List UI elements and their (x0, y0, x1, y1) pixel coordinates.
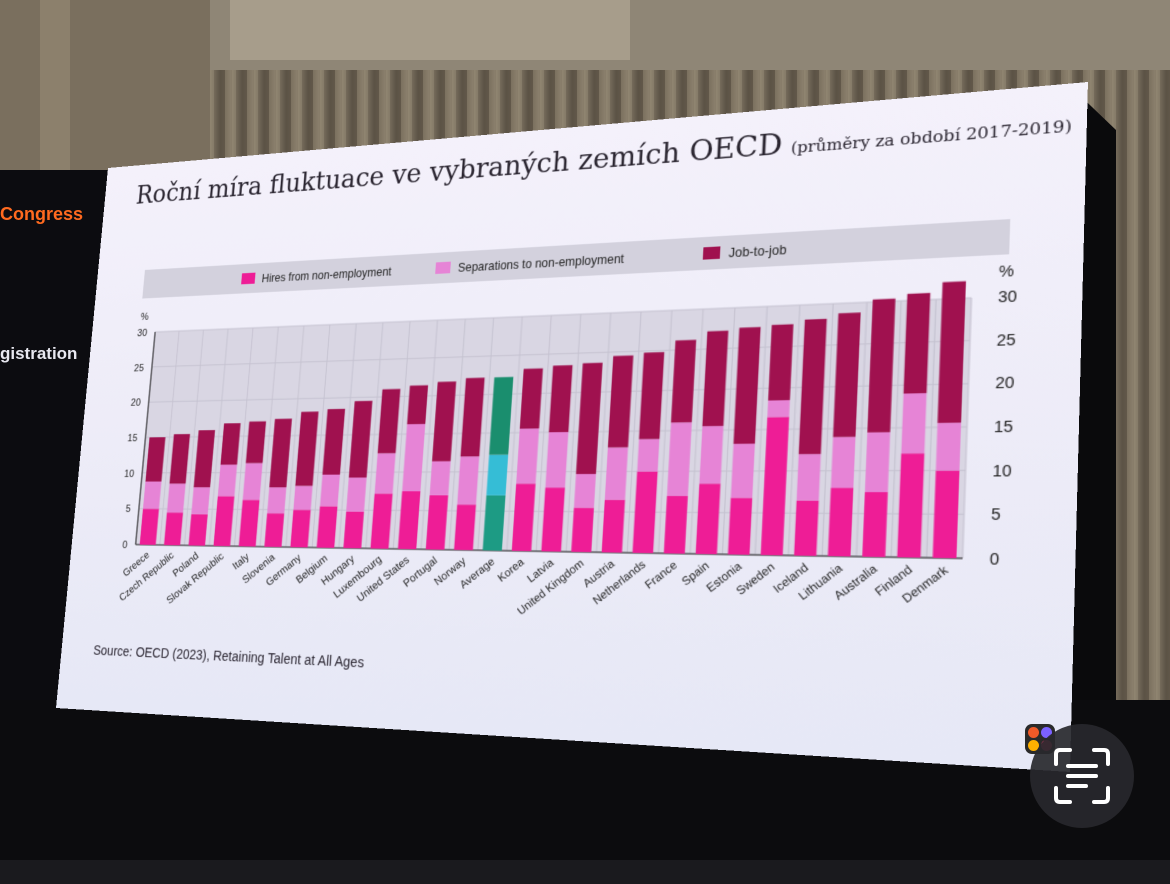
y-tick-label-right: 30 (998, 289, 1018, 306)
bar-segment-separations (516, 428, 539, 483)
bar-segment-separations (936, 423, 961, 471)
bar-segment-separations (430, 461, 451, 495)
bar-segment-hires (862, 492, 888, 557)
y-tick-label-right: 15 (994, 419, 1014, 436)
y-tick-label-left: 30 (137, 327, 148, 339)
y-tick-label-left: 5 (125, 503, 131, 514)
bar-segment-separations (243, 463, 263, 500)
bar-segment-job-to-job (246, 421, 266, 463)
side-panel-congress-text: Congress (0, 204, 83, 225)
y-tick-label-right: 0 (989, 552, 999, 569)
y-tick-label-right: 10 (992, 463, 1012, 480)
bar-segment-hires (483, 495, 506, 550)
bar-segment-separations (574, 474, 596, 508)
scan-text-icon (1030, 724, 1134, 828)
bar-segment-separations (218, 465, 237, 496)
x-tick-label: Italy (230, 550, 251, 572)
y-axis-unit-left: % (140, 311, 149, 322)
turnover-bar-chart: 005 510 101515202025253030%%GreeceCzech Re… (56, 82, 1088, 772)
bar-segment-separations (605, 447, 628, 499)
bar-segment-separations (767, 400, 790, 417)
x-tick-label: France (642, 558, 679, 591)
bar-segment-hires (189, 514, 208, 546)
bar-segment-separations (797, 454, 821, 501)
bar-segment-separations (457, 456, 479, 504)
bar-segment-separations (320, 475, 340, 507)
bar-segment-separations (637, 439, 659, 472)
bar-segment-hires (164, 512, 183, 545)
bar-segment-separations (865, 432, 890, 492)
bar-segment-separations (375, 453, 396, 493)
bar-segment-separations (545, 432, 568, 488)
bar-segment-hires (317, 506, 338, 548)
bar-segment-hires (794, 500, 819, 555)
y-tick-label-left: 20 (130, 397, 141, 408)
bar-segment-separations (143, 482, 161, 509)
bar-segment-hires (290, 510, 310, 548)
bar-segment-separations (167, 484, 186, 513)
bar-segment-separations (731, 444, 755, 498)
bar-segment-hires (541, 488, 565, 552)
scan-text-button[interactable] (1030, 724, 1134, 828)
bar-segment-hires (828, 488, 853, 557)
bar-segment-hires (602, 500, 625, 553)
bar-segment-separations (267, 487, 286, 513)
bar-segment-separations (346, 478, 366, 512)
bar-segment-hires (454, 505, 476, 551)
bar-segment-hires (897, 453, 924, 557)
side-panel-registration-text: gistration (0, 344, 77, 364)
legend-swatch (703, 246, 721, 259)
bar-segment-separations (191, 487, 210, 514)
bar-segment-separations (831, 437, 856, 488)
bar-segment-hires (728, 498, 752, 555)
x-tick-label: Korea (495, 555, 526, 584)
bar-segment-hires (264, 513, 284, 547)
y-tick-label-right: 20 (995, 376, 1015, 393)
bar-segment-hires (571, 508, 594, 553)
bar-segment-job-to-job (520, 368, 543, 428)
bar-segment-separations (486, 455, 508, 496)
bar-segment-separations (667, 422, 692, 496)
y-axis-unit-right: % (999, 264, 1015, 281)
presentation-slide: Roční míra fluktuace ve vybraných zemích… (56, 82, 1088, 772)
y-tick-label-right: 25 (996, 332, 1016, 349)
bar-segment-separations (293, 486, 312, 510)
bar-segment-hires (933, 470, 960, 558)
bar-segment-job-to-job (407, 385, 428, 424)
bar-segment-job-to-job (904, 293, 931, 394)
legend-swatch (241, 273, 255, 285)
y-tick-label-left: 15 (127, 432, 138, 443)
y-tick-label-right: 5 (991, 507, 1001, 524)
bar-segment-separations (699, 426, 723, 484)
bar-segment-hires (140, 509, 159, 545)
y-tick-label-left: 0 (122, 539, 128, 551)
bar-segment-hires (664, 496, 688, 554)
bar-segment-hires (696, 484, 721, 555)
legend-swatch (435, 262, 451, 274)
bar-segment-separations (901, 393, 926, 453)
y-tick-label-left: 10 (124, 468, 135, 479)
bar-segment-job-to-job (768, 324, 793, 400)
bar-segment-hires (343, 512, 364, 549)
y-tick-label-left: 25 (134, 362, 145, 373)
bar-segment-hires (426, 495, 448, 550)
